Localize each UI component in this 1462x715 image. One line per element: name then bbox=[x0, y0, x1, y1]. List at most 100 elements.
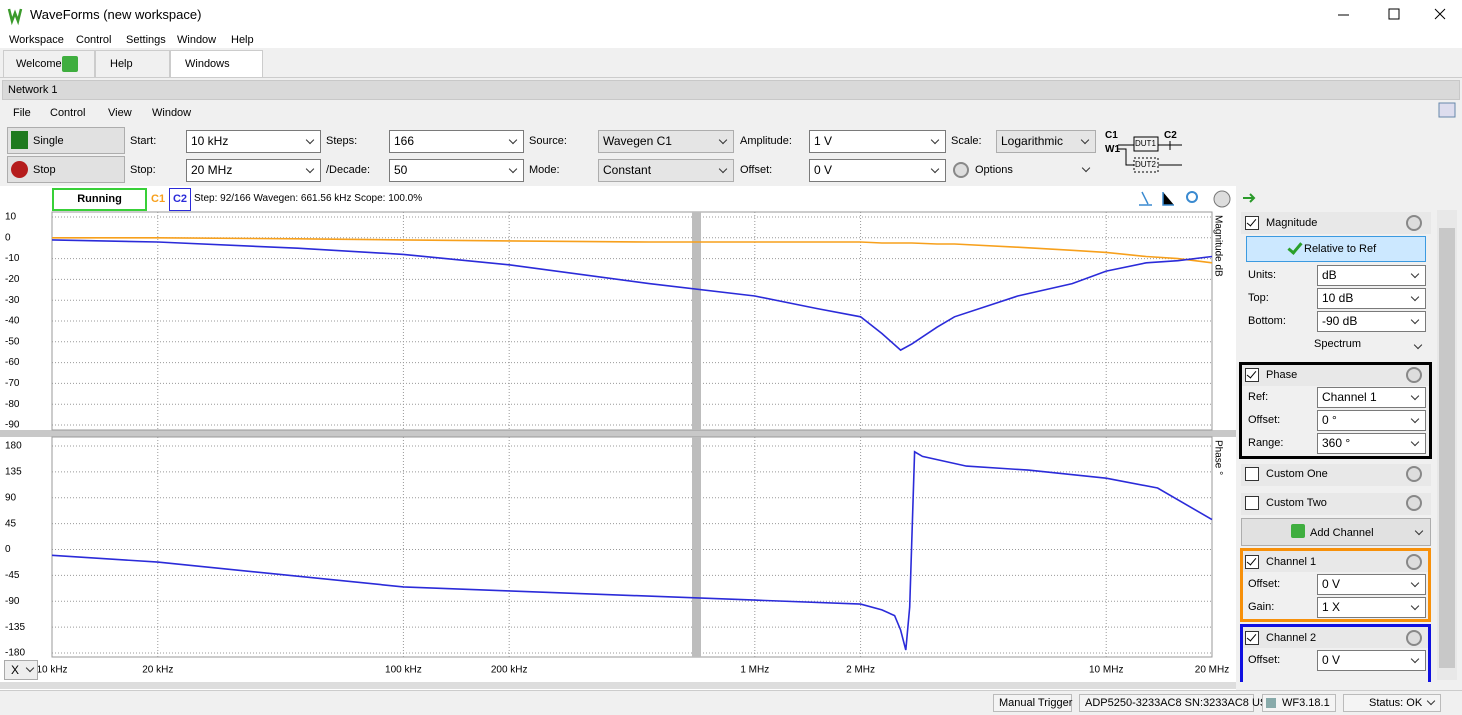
menu-bar bbox=[0, 31, 1462, 48]
combo-box[interactable] bbox=[1317, 597, 1426, 618]
tab[interactable] bbox=[95, 50, 170, 78]
add-icon bbox=[1291, 524, 1305, 538]
combo-box[interactable] bbox=[389, 130, 524, 153]
y-tick-label: 10 bbox=[5, 212, 17, 223]
combo-box[interactable] bbox=[598, 130, 734, 153]
legend-c1: C1 bbox=[151, 193, 166, 205]
channel-section bbox=[1240, 624, 1431, 686]
y-tick-label: -20 bbox=[5, 274, 20, 285]
field-label: Offset: bbox=[1248, 654, 1281, 666]
section-title: Custom Two bbox=[1266, 497, 1327, 509]
combo-value: Channel 1 bbox=[1322, 390, 1377, 404]
gear-button[interactable] bbox=[1406, 367, 1422, 383]
axis-tool[interactable] bbox=[1162, 192, 1174, 206]
y-tick-label: 135 bbox=[5, 467, 22, 478]
zoom-tool[interactable] bbox=[1186, 191, 1198, 203]
field-label: Top: bbox=[1248, 292, 1269, 304]
plot-settings[interactable] bbox=[1213, 190, 1231, 208]
combo-box[interactable] bbox=[186, 159, 321, 182]
dut-label: C2 bbox=[1164, 130, 1177, 141]
section-header bbox=[1242, 365, 1429, 386]
gear-button[interactable] bbox=[1406, 466, 1422, 482]
scroll-thumb[interactable] bbox=[1439, 228, 1455, 668]
checkbox[interactable] bbox=[1245, 496, 1259, 510]
gear-button[interactable] bbox=[1406, 630, 1422, 646]
combo-box[interactable] bbox=[996, 130, 1096, 153]
combo-box[interactable] bbox=[1317, 650, 1426, 671]
instrument-menu-item[interactable]: File bbox=[13, 107, 31, 119]
button-label: Single bbox=[33, 135, 64, 147]
view-select[interactable]: Spectrum bbox=[1314, 338, 1362, 350]
status-item[interactable] bbox=[993, 694, 1072, 712]
tab[interactable] bbox=[3, 50, 95, 78]
tab-label: Help bbox=[110, 58, 133, 70]
dock-button[interactable] bbox=[1438, 102, 1456, 118]
stop-icon bbox=[11, 161, 28, 178]
x-tick-label: 200 kHz bbox=[491, 665, 528, 676]
combo-box[interactable] bbox=[186, 130, 321, 153]
dut-label: W1 bbox=[1105, 144, 1120, 155]
cursor-tool[interactable] bbox=[1139, 191, 1152, 206]
combo-value: 50 bbox=[394, 163, 408, 177]
checkbox[interactable] bbox=[1245, 631, 1259, 645]
dut-label: DUT2 bbox=[1135, 160, 1156, 169]
y-tick-label: -90 bbox=[5, 420, 20, 431]
instrument-menu-item[interactable]: View bbox=[108, 107, 132, 119]
maximize[interactable] bbox=[1388, 8, 1400, 20]
section-header bbox=[1241, 464, 1431, 486]
menu-item[interactable]: Help bbox=[231, 34, 254, 46]
combo-box[interactable] bbox=[809, 130, 946, 153]
menu-item[interactable]: Workspace bbox=[9, 34, 64, 46]
status-text: Status: OK bbox=[1369, 697, 1423, 709]
tab[interactable] bbox=[170, 50, 263, 78]
checkbox[interactable] bbox=[1245, 216, 1259, 230]
section-title: Magnitude bbox=[1266, 217, 1318, 229]
instrument-menu-item[interactable]: Window bbox=[152, 107, 192, 119]
checkbox[interactable] bbox=[1245, 467, 1259, 481]
relative-button[interactable] bbox=[1246, 236, 1426, 262]
x-tick-label: 1 MHz bbox=[740, 665, 769, 676]
combo-box[interactable] bbox=[1317, 288, 1426, 309]
panel-toggle[interactable] bbox=[1243, 193, 1256, 203]
add-tab[interactable] bbox=[62, 56, 78, 72]
combo-box[interactable] bbox=[1317, 387, 1426, 408]
y-tick-label: -30 bbox=[5, 295, 20, 306]
combo-box[interactable] bbox=[389, 159, 524, 182]
x-menu[interactable]: X bbox=[4, 660, 38, 680]
checkbox[interactable] bbox=[1245, 555, 1259, 569]
title-bar bbox=[0, 0, 1462, 31]
single-icon bbox=[11, 131, 28, 149]
channel-section bbox=[1240, 548, 1431, 622]
combo-box[interactable] bbox=[809, 159, 946, 182]
h-scrollbar[interactable] bbox=[0, 682, 1236, 689]
combo-box[interactable] bbox=[598, 159, 734, 182]
legend-c2: C2 bbox=[169, 188, 191, 211]
menu-item[interactable]: Window bbox=[177, 34, 217, 46]
combo-box[interactable] bbox=[1317, 410, 1426, 431]
menu-item[interactable]: Control bbox=[76, 34, 112, 46]
field-label: Mode: bbox=[529, 164, 560, 176]
window-title: WaveForms (new workspace) bbox=[30, 7, 202, 22]
combo-box[interactable] bbox=[1317, 265, 1426, 286]
instrument-menu-item[interactable]: Control bbox=[50, 107, 86, 119]
section-title: Custom One bbox=[1266, 468, 1328, 480]
add-channel-button[interactable] bbox=[1241, 518, 1431, 546]
combo-value: 0 V bbox=[1322, 577, 1341, 591]
gear-button[interactable] bbox=[1406, 215, 1422, 231]
options-label[interactable]: Options bbox=[975, 164, 1013, 176]
combo-box[interactable] bbox=[1317, 574, 1426, 595]
menu-item[interactable]: Settings bbox=[126, 34, 166, 46]
status-item[interactable] bbox=[1262, 694, 1336, 712]
combo-box[interactable] bbox=[1317, 311, 1426, 332]
y-tick-label: 45 bbox=[5, 518, 17, 529]
close[interactable] bbox=[1434, 8, 1446, 20]
status-item[interactable] bbox=[1343, 694, 1441, 712]
combo-box[interactable] bbox=[1317, 433, 1426, 454]
gear-button[interactable] bbox=[1406, 495, 1422, 511]
gear-button[interactable] bbox=[953, 162, 969, 178]
checkbox[interactable] bbox=[1245, 368, 1259, 382]
combo-value: 360 ° bbox=[1322, 436, 1351, 450]
gear-button[interactable] bbox=[1406, 554, 1422, 570]
field-label: Offset: bbox=[740, 164, 773, 176]
section-header bbox=[1241, 493, 1431, 515]
